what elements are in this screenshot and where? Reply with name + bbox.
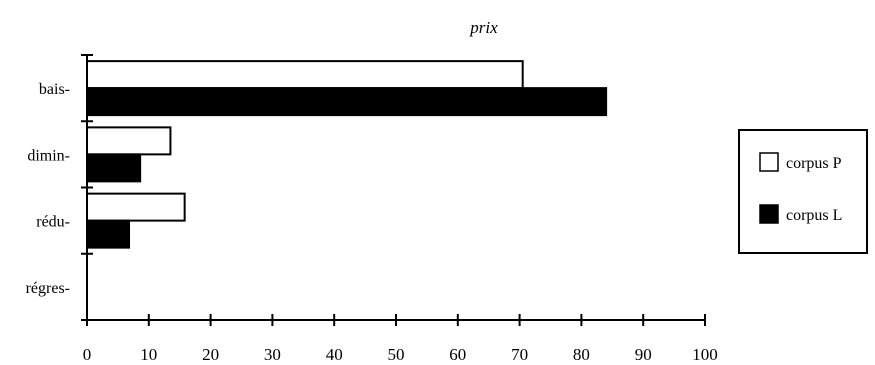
x-tick-label: 40 bbox=[326, 345, 343, 364]
x-tick-label: 100 bbox=[692, 345, 718, 364]
legend: corpus P corpus L bbox=[738, 129, 868, 254]
x-tick-label: 60 bbox=[449, 345, 466, 364]
plot-area: bais-dimin-rédu-régres- 0 10 20 30 40 50 60 70 80… bbox=[26, 54, 718, 364]
x-tick-label: 80 bbox=[573, 345, 590, 364]
category-label: régres- bbox=[26, 280, 70, 297]
chart-title: prix bbox=[469, 18, 498, 37]
legend-swatch bbox=[759, 152, 779, 172]
legend-box bbox=[738, 129, 868, 254]
x-tick-label: 70 bbox=[511, 345, 528, 364]
bar-corpus-p bbox=[86, 126, 172, 156]
legend-label: corpus L bbox=[786, 207, 842, 224]
category-label: dimin- bbox=[27, 147, 70, 164]
legend-label: corpus P bbox=[786, 155, 842, 172]
category-label: rédu- bbox=[36, 214, 70, 231]
bar-corpus-p bbox=[86, 60, 524, 90]
x-tick-label: 50 bbox=[388, 345, 405, 364]
bar-corpus-l bbox=[86, 87, 608, 117]
x-tick-label: 10 bbox=[140, 345, 157, 364]
x-tick-label: 90 bbox=[635, 345, 652, 364]
category-label: bais- bbox=[39, 81, 70, 98]
bar-corpus-l bbox=[86, 219, 131, 249]
bar-corpus-l bbox=[86, 153, 142, 183]
bar-corpus-p bbox=[86, 192, 186, 222]
x-tick-label: 30 bbox=[264, 345, 281, 364]
x-tick-label: 20 bbox=[202, 345, 219, 364]
x-tick-label: 0 bbox=[83, 345, 92, 364]
legend-swatch bbox=[759, 204, 779, 224]
